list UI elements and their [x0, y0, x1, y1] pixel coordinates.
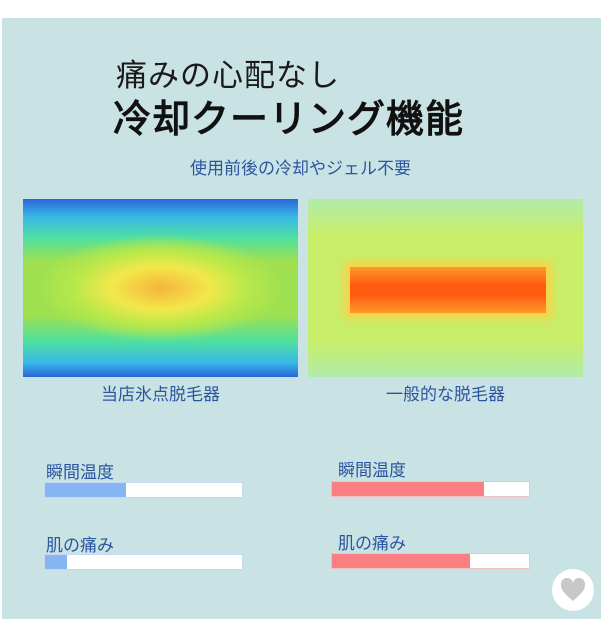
bar-fill	[332, 482, 484, 496]
left-pain-label: 肌の痛み	[46, 536, 114, 556]
left-pain-bar	[44, 554, 243, 570]
left-caption: 当店氷点脱毛器	[101, 385, 220, 405]
right-pain-label: 肌の痛み	[338, 534, 406, 554]
heart-icon	[560, 578, 586, 601]
headline: 痛みの心配なし	[116, 58, 340, 94]
bar-fill	[332, 554, 470, 568]
bar-fill	[45, 555, 67, 569]
right-temp-bar	[331, 481, 530, 497]
subtitle: 使用前後の冷却やジェル不要	[190, 159, 411, 179]
bar-fill	[45, 483, 126, 497]
right-temp-label: 瞬間温度	[338, 461, 406, 481]
favorite-button[interactable]	[552, 569, 594, 611]
right-caption: 一般的な脱毛器	[386, 385, 505, 405]
heatmap-right-image	[308, 199, 583, 377]
left-temp-bar	[44, 482, 243, 498]
left-temp-label: 瞬間温度	[46, 463, 114, 483]
right-pain-bar	[331, 553, 530, 569]
headline-main: 冷却クーリング機能	[113, 97, 465, 141]
heatmap-left-image	[23, 199, 298, 377]
